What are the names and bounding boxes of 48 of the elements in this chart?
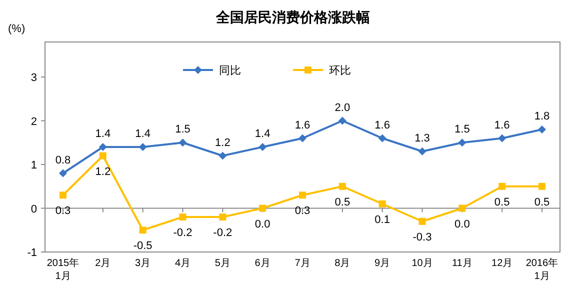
x-tick-label: 12月: [492, 258, 513, 269]
data-label: -0.5: [133, 240, 152, 252]
x-tick-label: 2016年 1月: [526, 257, 558, 282]
x-tick-label: 7月: [294, 258, 310, 269]
data-label: 1.5: [454, 124, 470, 136]
x-tick-label: 2015年 1月: [46, 257, 80, 282]
data-label: 0.3: [294, 205, 310, 218]
data-label: 1.6: [374, 119, 390, 132]
data-label: 1.3: [414, 132, 430, 144]
data-label: 0.0: [454, 218, 470, 230]
x-tick-label: 3月: [135, 258, 151, 269]
y-tick-label: -1: [27, 247, 37, 259]
data-label: 0.3: [55, 205, 71, 218]
data-label: 1.4: [254, 128, 270, 140]
data-label: -0.2: [213, 227, 232, 239]
chart-title: 全国居民消费价格涨跌幅: [215, 9, 370, 25]
x-tick-label: 8月: [334, 258, 350, 269]
data-label: 0.5: [494, 196, 510, 208]
data-label: 1.2: [95, 166, 111, 178]
data-label: 1.6: [494, 119, 510, 132]
x-tick-label: 6月: [254, 258, 270, 269]
data-label: 1.4: [95, 128, 111, 140]
data-label: 0.5: [534, 196, 550, 208]
y-tick-label: 2: [30, 116, 37, 128]
data-label: 1.8: [534, 110, 550, 122]
data-label: 2.0: [334, 102, 350, 114]
data-label: -0.3: [412, 231, 432, 244]
x-tick-label: 9月: [374, 258, 390, 269]
data-label: 1.6: [294, 119, 310, 132]
x-tick-label: 11月: [452, 258, 472, 269]
data-label: 1.2: [215, 136, 230, 149]
y-tick-label: 1: [30, 160, 37, 172]
data-label: 0.1: [374, 214, 390, 226]
data-label: 0.0: [254, 218, 270, 230]
y-tick-label: 3: [30, 72, 37, 84]
x-tick-label: 10月: [412, 258, 433, 269]
data-label: 0.5: [334, 196, 350, 208]
x-tick-label: 2月: [95, 258, 111, 269]
data-label: 1.5: [175, 124, 190, 136]
legend-label: 同比: [219, 64, 241, 77]
legend-label: 环比: [329, 64, 351, 77]
data-label: 0.8: [55, 154, 71, 166]
x-tick-label: 5月: [214, 258, 230, 269]
data-label: 1.4: [135, 128, 150, 140]
y-axis-title: (%): [8, 23, 26, 35]
y-tick-label: 0: [30, 203, 37, 216]
x-tick-label: 4月: [174, 258, 191, 269]
data-label: -0.2: [173, 227, 192, 239]
